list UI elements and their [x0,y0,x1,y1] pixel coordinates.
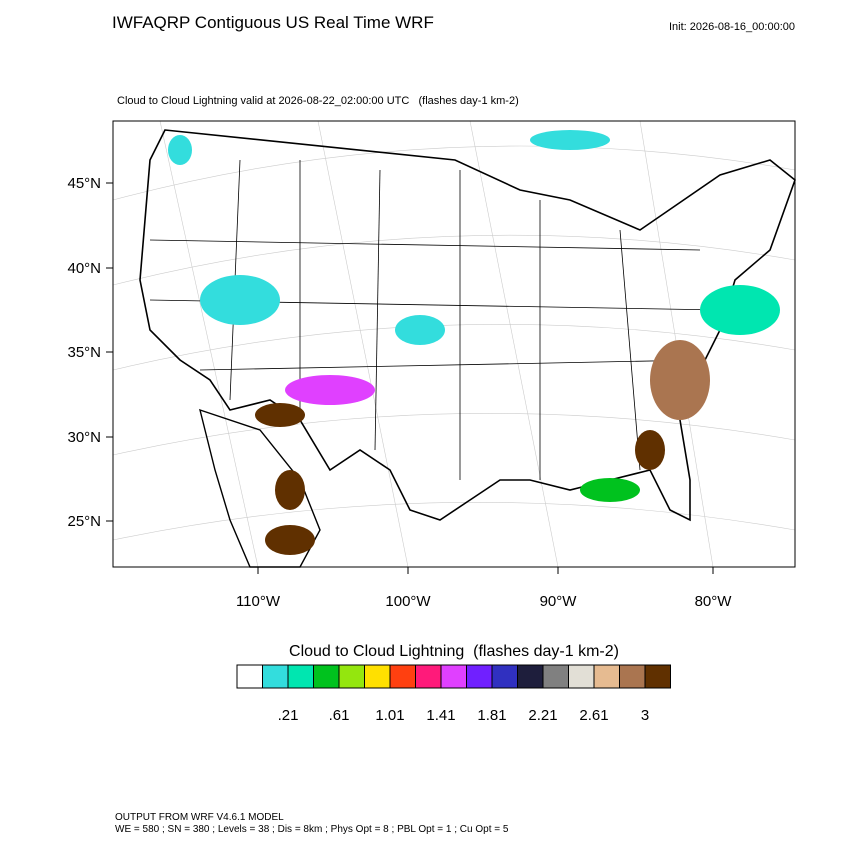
lightning-area [395,315,445,345]
footer-line: WE = 580 ; SN = 380 ; Levels = 38 ; Dis … [115,824,509,835]
border [199,359,701,371]
init-time: Init: 2026-08-16_00:00:00 [669,21,795,33]
graticule-line [112,413,796,456]
colorbar-swatch [644,664,671,689]
axis-labels: 45°N 40°N 35°N 30°N 25°N 110°W 100°W 90°W 80°W [67,175,732,610]
lat-label: 40°N [67,260,101,277]
colorbar-swatch [593,664,620,689]
title: IWFAQRP Contiguous US Real Time WRF [112,13,434,32]
colorbar-swatch [415,664,442,689]
lightning-area [635,430,665,470]
lightning-area [200,275,280,325]
footer-line: OUTPUT FROM WRF V4.6.1 MODEL [115,812,284,823]
graticule-line [469,120,559,568]
colorbar-label: .21 [278,707,299,724]
colorbar-label: 2.61 [579,707,608,724]
colorbar-swatch [542,664,569,689]
lat-label: 30°N [67,429,101,446]
lightning-area [265,525,315,555]
lightning-area [650,340,710,420]
map-subtitle: Cloud to Cloud Lightning valid at 2026-0… [117,95,519,107]
lightning-area [580,478,640,502]
lat-label: 45°N [67,175,101,192]
graticule-line [112,324,796,371]
colorbar-label: 2.21 [528,707,557,724]
colorbar-swatch [517,664,544,689]
lon-label: 100°W [385,593,431,610]
colorbar-swatch [491,664,518,689]
colorbar-swatch [619,664,646,689]
colorbar: .21 .61 1.01 1.41 1.81 2.21 2.61 3 [236,664,671,724]
lon-label: 90°W [540,593,578,610]
colorbar-title: Cloud to Cloud Lightning (flashes day-1 … [289,643,619,660]
lightning-area [700,285,780,335]
lightning-area [530,130,610,150]
colorbar-label: 1.41 [426,707,455,724]
graticule [112,120,796,568]
colorbar-swatch [568,664,595,689]
colorbar-swatch [287,664,314,689]
colorbar-swatch [313,664,340,689]
lon-label: 80°W [695,593,733,610]
lightning-areas [168,130,780,555]
colorbar-label: .61 [329,707,350,724]
colorbar-swatch [236,664,263,689]
lat-label: 25°N [67,513,101,530]
colorbar-swatch [364,664,391,689]
border [374,169,381,451]
colorbar-swatch [338,664,365,689]
lightning-area [168,135,192,165]
border [619,229,641,471]
lightning-area [285,375,375,405]
graticule-line [317,120,409,568]
colorbar-swatch [440,664,467,689]
colorbar-swatch [389,664,416,689]
colorbar-label: 3 [641,707,649,724]
map-frame [112,120,796,568]
border [149,239,701,251]
lat-label: 35°N [67,344,101,361]
colorbar-label: 1.81 [477,707,506,724]
graticule-line [112,145,796,201]
map [112,120,796,568]
colorbar-swatch [466,664,493,689]
lightning-area [275,470,305,510]
us-outline [139,129,796,522]
lon-label: 110°W [236,593,281,610]
lightning-area [255,403,305,427]
colorbar-swatch [262,664,289,689]
graticule-line [112,502,796,541]
graticule-line [112,234,796,286]
graticule-line [159,120,259,568]
colorbar-label: 1.01 [375,707,404,724]
